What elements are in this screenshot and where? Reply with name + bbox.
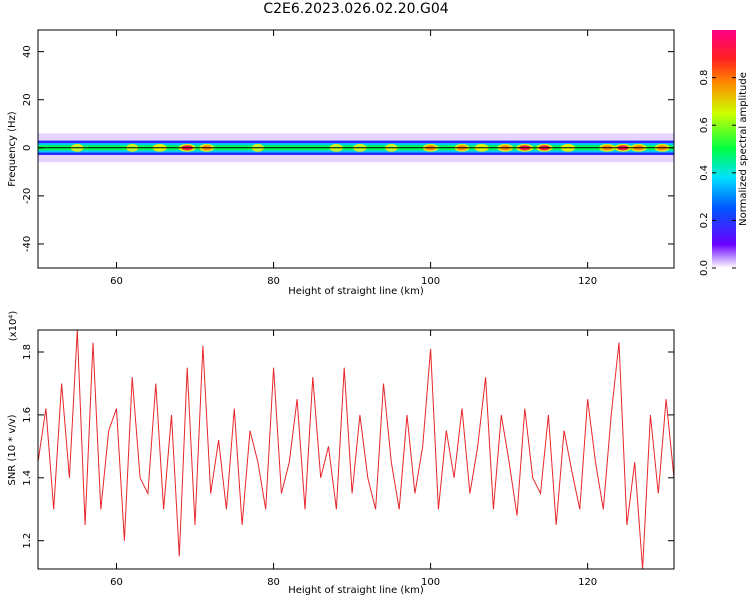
spectrogram-xtick-label: 60 (110, 276, 123, 287)
snr-xtick-label: 80 (267, 577, 280, 588)
snr-line (38, 330, 674, 569)
colorbar-tick-label: 0.8 (699, 70, 710, 86)
snr-xlabel: Height of straight line (km) (288, 585, 424, 596)
snr-ytick-label: 1.4 (22, 470, 33, 486)
colorbar-gradient (712, 30, 736, 268)
snr-series (38, 330, 674, 569)
spectrogram-panel: 60 80 100 120 -40 -20 0 20 40 Height of straight… (7, 29, 675, 297)
colorbar-ticks: 0.0 0.2 0.4 0.6 0.8 (699, 70, 736, 276)
spectrogram-ytick-label: -20 (22, 188, 33, 204)
spectrogram-ytick-label: 40 (22, 45, 33, 58)
spectrogram-axes-frame (37, 29, 675, 269)
colorbar-label: Normalized spectral amplitude (738, 72, 749, 226)
spectrogram-xlabel: Height of straight line (km) (288, 286, 424, 297)
snr-panel: 60 80 100 120 1.2 1.4 1.6 1.8 Height of straigh… (7, 311, 675, 596)
spectrogram-ticks: 60 80 100 120 -40 -20 0 20 40 (22, 30, 674, 287)
colorbar-tick-label: 0.0 (699, 260, 710, 276)
spectrogram-ylabel: Frequency (Hz) (7, 111, 18, 187)
spectrogram-ytick-label: 0 (22, 145, 33, 151)
snr-ytick-label: 1.2 (22, 533, 33, 549)
colorbar-tick-label: 0.2 (699, 212, 710, 228)
colorbar: 0.0 0.2 0.4 0.6 0.8 Normalized spectral ampl… (699, 30, 749, 276)
spectrogram-xtick-label: 100 (421, 276, 440, 287)
snr-xtick-label: 100 (421, 577, 440, 588)
spectral-band (38, 133, 674, 163)
spectrogram-ytick-label: 20 (22, 93, 33, 106)
snr-axes-frame (37, 329, 675, 570)
colorbar-tick-label: 0.4 (699, 165, 710, 181)
snr-ytick-label: 1.6 (22, 407, 33, 423)
spectrogram-xtick-label: 80 (267, 276, 280, 287)
spectrogram-xtick-label: 120 (578, 276, 597, 287)
spectrogram-ytick-label: -40 (22, 236, 33, 252)
snr-xtick-label: 60 (110, 577, 123, 588)
snr-multiplier: (x10⁴) (8, 311, 19, 342)
colorbar-tick-label: 0.6 (699, 117, 710, 133)
snr-ticks: 60 80 100 120 1.2 1.4 1.6 1.8 (22, 330, 674, 588)
snr-xtick-label: 120 (578, 577, 597, 588)
chart-title: C2E6.2023.026.02.20.G04 (263, 1, 449, 17)
snr-ylabel: SNR (10 * v/v) (7, 414, 18, 485)
snr-ytick-label: 1.8 (22, 344, 33, 360)
